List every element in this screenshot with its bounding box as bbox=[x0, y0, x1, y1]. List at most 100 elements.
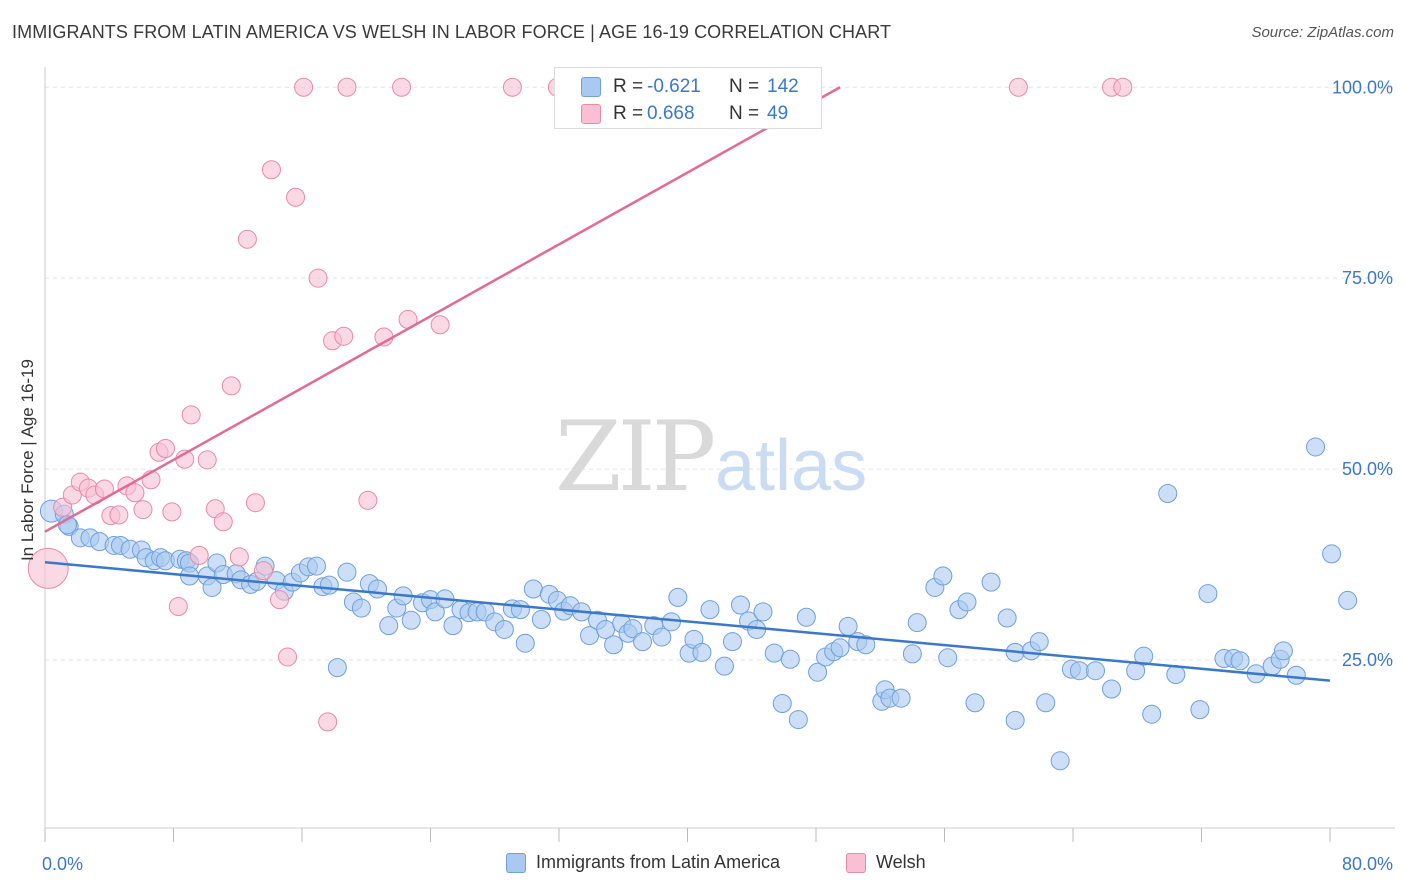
welsh-point bbox=[318, 712, 338, 732]
latin-america-point bbox=[306, 556, 326, 576]
latin-america-point bbox=[796, 607, 816, 627]
latin-america-point bbox=[1230, 651, 1250, 671]
latin-america-point bbox=[337, 562, 357, 582]
latin-america-point bbox=[902, 644, 922, 664]
n-value: 49 bbox=[767, 103, 789, 124]
latin-america-point bbox=[692, 642, 712, 662]
latin-america-point bbox=[425, 602, 445, 622]
x-tick-label-min: 0.0% bbox=[42, 854, 83, 874]
latin-america-point bbox=[788, 710, 808, 730]
latin-america-point bbox=[957, 592, 977, 612]
latin-america-point bbox=[722, 632, 742, 652]
latin-america-point bbox=[838, 616, 858, 636]
latin-america-trendline bbox=[44, 561, 1331, 682]
latin-america-point bbox=[1338, 590, 1358, 610]
latin-america-point bbox=[661, 612, 681, 632]
welsh-point bbox=[197, 450, 217, 470]
welsh-point bbox=[358, 490, 378, 510]
latin-america-point bbox=[494, 619, 514, 639]
latin-america-point bbox=[1198, 584, 1218, 604]
latin-america-point bbox=[808, 662, 828, 682]
latin-america-point bbox=[510, 600, 530, 620]
latin-america-point bbox=[1134, 646, 1154, 666]
welsh-point bbox=[392, 77, 412, 97]
welsh-point bbox=[213, 512, 233, 532]
latin-america-point bbox=[764, 643, 784, 663]
welsh-point bbox=[278, 647, 298, 667]
welsh-trendline bbox=[44, 86, 841, 533]
latin-america-point bbox=[938, 648, 958, 668]
welsh-point bbox=[237, 229, 257, 249]
latin-america-point bbox=[1142, 704, 1162, 724]
latin-america-point bbox=[1029, 632, 1049, 652]
latin-america-point bbox=[856, 635, 876, 655]
chart-title: IMMIGRANTS FROM LATIN AMERICA VS WELSH I… bbox=[12, 22, 892, 42]
legend-item-welsh[interactable]: Welsh bbox=[846, 852, 926, 873]
latin-america-point bbox=[531, 610, 551, 630]
welsh-point bbox=[133, 500, 153, 520]
latin-america-point bbox=[772, 694, 792, 714]
latin-america-point bbox=[1050, 751, 1070, 771]
legend-label: Welsh bbox=[876, 852, 926, 872]
r-value: -0.621 bbox=[647, 76, 701, 97]
correlation-legend: R = -0.621 N = 142 R = 0.668 N = 49 bbox=[554, 67, 822, 129]
y-axis-label: In Labor Force | Age 16-19 bbox=[18, 359, 37, 561]
r-label: R = bbox=[613, 103, 644, 124]
welsh-point bbox=[181, 405, 201, 425]
latin-america-point bbox=[997, 608, 1017, 628]
latin-america-point bbox=[604, 635, 624, 655]
n-label: N = bbox=[729, 76, 760, 97]
latin-america-point bbox=[731, 595, 751, 615]
welsh-point bbox=[155, 438, 175, 458]
latin-america-point bbox=[700, 600, 720, 620]
latin-america-point bbox=[633, 632, 653, 652]
welsh-point bbox=[294, 77, 314, 97]
latin-america-point bbox=[1069, 661, 1089, 681]
welsh-point bbox=[162, 502, 182, 522]
source-label: Source: ZipAtlas.com bbox=[1251, 24, 1394, 41]
latin-america-point bbox=[523, 579, 543, 599]
blue-swatch bbox=[506, 852, 526, 873]
legend-label: Immigrants from Latin America bbox=[536, 852, 781, 872]
r-label: R = bbox=[613, 76, 644, 97]
latin-america-point bbox=[981, 572, 1001, 592]
y-tick-label: 25.0% bbox=[1342, 650, 1393, 670]
latin-america-point bbox=[1273, 641, 1293, 661]
latin-america-point bbox=[379, 616, 399, 636]
r-value: 0.668 bbox=[647, 103, 695, 124]
latin-america-point bbox=[652, 627, 672, 647]
latin-america-point bbox=[1306, 437, 1326, 457]
y-tick-label: 50.0% bbox=[1342, 459, 1393, 479]
welsh-point bbox=[261, 160, 281, 180]
welsh-point bbox=[334, 326, 354, 346]
welsh-point bbox=[168, 597, 188, 617]
welsh-point bbox=[337, 77, 357, 97]
latin-america-point bbox=[1102, 679, 1122, 699]
latin-america-point bbox=[933, 566, 953, 586]
welsh-point bbox=[502, 77, 522, 97]
latin-america-point bbox=[319, 575, 339, 595]
correlation-row-welsh: R = 0.668 N = 49 bbox=[555, 100, 823, 128]
welsh-point bbox=[189, 545, 209, 565]
latin-america-point bbox=[1158, 484, 1178, 504]
latin-america-point bbox=[443, 616, 463, 636]
y-tick-label: 75.0% bbox=[1342, 268, 1393, 288]
latin-america-point bbox=[327, 658, 347, 678]
latin-america-point bbox=[1036, 693, 1056, 713]
latin-america-point bbox=[351, 598, 371, 618]
welsh-point bbox=[125, 483, 145, 503]
legend-item-latin-america[interactable]: Immigrants from Latin America bbox=[506, 852, 780, 873]
welsh-point bbox=[245, 493, 265, 513]
latin-america-point bbox=[1322, 544, 1342, 564]
welsh-point bbox=[253, 561, 273, 581]
latin-america-point bbox=[1085, 661, 1105, 681]
latin-america-point bbox=[1286, 665, 1306, 685]
welsh-point bbox=[27, 547, 69, 589]
latin-america-point bbox=[515, 633, 535, 653]
latin-america-point bbox=[965, 693, 985, 713]
welsh-point bbox=[109, 505, 129, 525]
y-tick-label: 100.0% bbox=[1332, 77, 1393, 97]
welsh-point bbox=[270, 590, 290, 610]
welsh-point bbox=[1008, 77, 1028, 97]
